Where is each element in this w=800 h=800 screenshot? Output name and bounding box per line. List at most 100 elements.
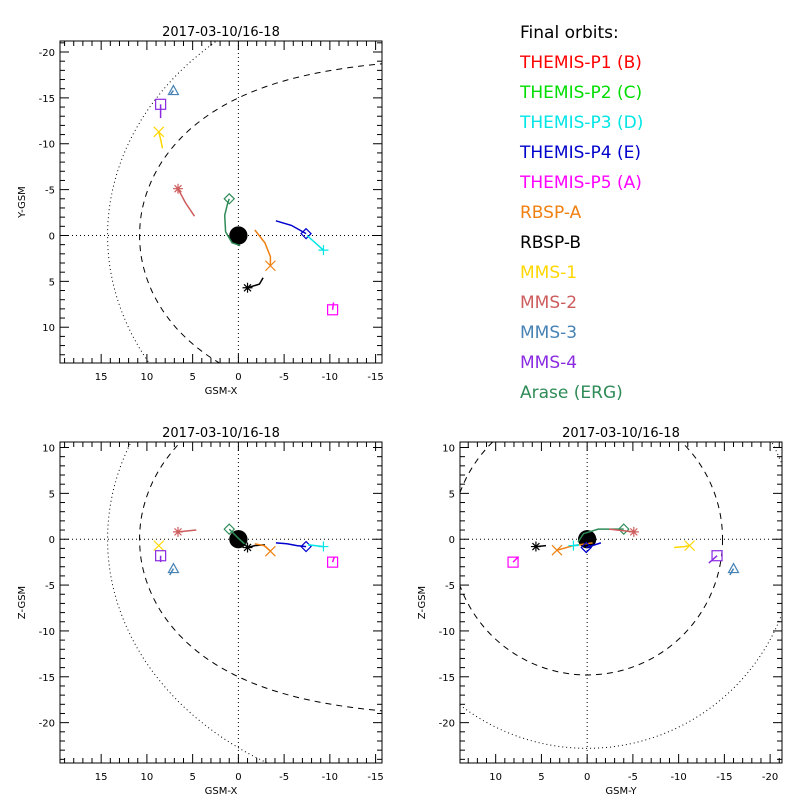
legend-item: THEMIS-P2 (C) <box>520 83 643 103</box>
marker-arase-erg- <box>223 192 236 205</box>
marker-themis-p3-d- <box>318 541 329 552</box>
y-axis-label: Z-GSM <box>17 586 28 619</box>
x-tick-label: -5 <box>279 772 289 783</box>
marker-mms-1 <box>153 540 165 552</box>
marker-mms-1 <box>684 540 696 552</box>
legend-item: MMS-2 <box>520 293 578 313</box>
marker-themis-p3-d- <box>568 540 579 551</box>
y-tick-label: 0 <box>49 231 55 242</box>
x-tick-label: 15 <box>95 772 108 783</box>
marker-themis-p5-a- <box>327 556 339 568</box>
y-axis-label: Y-GSM <box>17 186 28 219</box>
x-tick-label: 10 <box>141 772 154 783</box>
panel-xy-plane: 2017-03-10/16-18 GSM-X Y-GSM 15 10 5 0 -5 -10 -15… <box>17 25 384 397</box>
y-tick-label: -10 <box>39 627 55 638</box>
marker-themis-p5-a- <box>507 556 519 568</box>
x-tick-label: 0 <box>235 772 241 783</box>
x-tick-label: -15 <box>716 772 732 783</box>
x-tick-label: 0 <box>235 372 241 383</box>
marker-mms-2 <box>173 526 184 537</box>
legend-item: THEMIS-P4 (E) <box>520 143 641 163</box>
y-tick-label: 10 <box>442 444 455 455</box>
y-tick-label: 0 <box>449 535 455 546</box>
marker-rbsp-b <box>242 542 253 553</box>
x-tick-label: 5 <box>189 372 195 383</box>
orbit-trail-themis-p3-d- <box>306 234 324 251</box>
y-tick-label: -20 <box>39 48 55 59</box>
x-tick-label: 5 <box>189 772 195 783</box>
x-tick-label: -20 <box>762 772 778 783</box>
marker-mms-4 <box>711 550 723 562</box>
orbit-trail-mms-3 <box>169 568 175 576</box>
plot-frame <box>459 441 783 764</box>
panel-yz-plane: 2017-03-10/16-18 GSM-Y Z-GSM 10 5 0 -5 -10 -15 -2… <box>417 426 783 797</box>
marker-themis-p4-e- <box>580 541 593 554</box>
x-tick-label: 15 <box>95 372 108 383</box>
chart-title: 2017-03-10/16-18 <box>162 426 280 441</box>
x-tick-label: -5 <box>279 372 289 383</box>
y-tick-label: -10 <box>39 140 55 151</box>
legend-item: MMS-3 <box>520 323 578 343</box>
marker-themis-p3-d- <box>318 245 329 256</box>
y-tick-label: 0 <box>49 535 55 546</box>
orbit-trail-themis-p4-e- <box>585 542 602 549</box>
marker-rbsp-b <box>530 541 541 552</box>
x-axis-label: GSM-X <box>205 786 238 797</box>
orbit-trail-mms-2 <box>177 188 196 217</box>
magnetopause-curve <box>139 442 382 712</box>
marker-themis-p5-a- <box>327 304 339 316</box>
x-axis-label: GSM-Y <box>605 786 637 797</box>
marker-rbsp-a <box>264 260 276 272</box>
orbit-trail-mms-1 <box>158 131 164 149</box>
marker-themis-p4-e- <box>300 227 312 240</box>
marker-mms-1 <box>153 126 165 138</box>
orbit-trail-arase-erg- <box>223 198 241 247</box>
y-tick-label: -5 <box>45 581 55 592</box>
orbit-trail-themis-p4-e- <box>275 220 307 235</box>
panel-xz-plane: 2017-03-10/16-18 GSM-X Z-GSM 15 10 5 0 -5 -10 -15… <box>17 426 384 797</box>
legend-item: MMS-1 <box>520 263 578 283</box>
orbit-trail-mms-4 <box>708 555 718 564</box>
x-tick-label: -15 <box>367 372 383 383</box>
legend-item: MMS-4 <box>520 353 578 373</box>
plot-area <box>60 41 382 363</box>
chart-title: 2017-03-10/16-18 <box>162 25 280 40</box>
y-tick-label: -5 <box>445 581 455 592</box>
orbit-trail-rbsp-a <box>254 543 271 552</box>
y-tick-label: 5 <box>449 489 455 500</box>
y-tick-label: -5 <box>45 186 55 197</box>
orbit-trail-mms-3 <box>170 90 175 95</box>
marker-mms-4 <box>155 98 167 110</box>
magnetopause-curve <box>139 63 382 363</box>
orbit-trail-rbsp-a <box>254 229 272 266</box>
marker-mms-4 <box>155 550 167 562</box>
chart-title: 2017-03-10/16-18 <box>562 426 680 441</box>
marker-arase-erg- <box>223 523 236 535</box>
legend-item: RBSP-B <box>520 233 582 253</box>
x-tick-label: -10 <box>322 372 338 383</box>
marker-mms-3 <box>167 562 180 574</box>
legend-item: Arase (ERG) <box>520 383 623 403</box>
x-tick-label: -10 <box>322 772 338 783</box>
y-tick-label: -15 <box>39 673 55 684</box>
y-tick-label: -15 <box>439 673 455 684</box>
legend: Final orbits: THEMIS-P1 (B) THEMIS-P2 (C)… <box>520 18 643 408</box>
earth-disc <box>229 226 248 245</box>
marker-rbsp-b <box>242 282 253 293</box>
legend-item: RBSP-A <box>520 203 582 223</box>
plot-area <box>60 442 382 763</box>
legend-title: Final orbits: <box>520 23 619 43</box>
x-tick-label: 5 <box>538 772 544 783</box>
y-tick-label: 10 <box>42 323 55 334</box>
legend-item: THEMIS-P5 (A) <box>520 173 642 193</box>
orbit-trail-mms-1 <box>674 544 690 549</box>
x-tick-label: -15 <box>367 772 383 783</box>
orbit-trail-themis-p5-a- <box>331 302 335 310</box>
x-tick-label: 0 <box>584 772 590 783</box>
orbit-trail-mms-3 <box>729 568 735 576</box>
legend-item: THEMIS-P3 (D) <box>520 113 644 133</box>
y-tick-label: 5 <box>49 489 55 500</box>
y-tick-label: -20 <box>39 719 55 730</box>
marker-mms-2 <box>628 526 639 537</box>
